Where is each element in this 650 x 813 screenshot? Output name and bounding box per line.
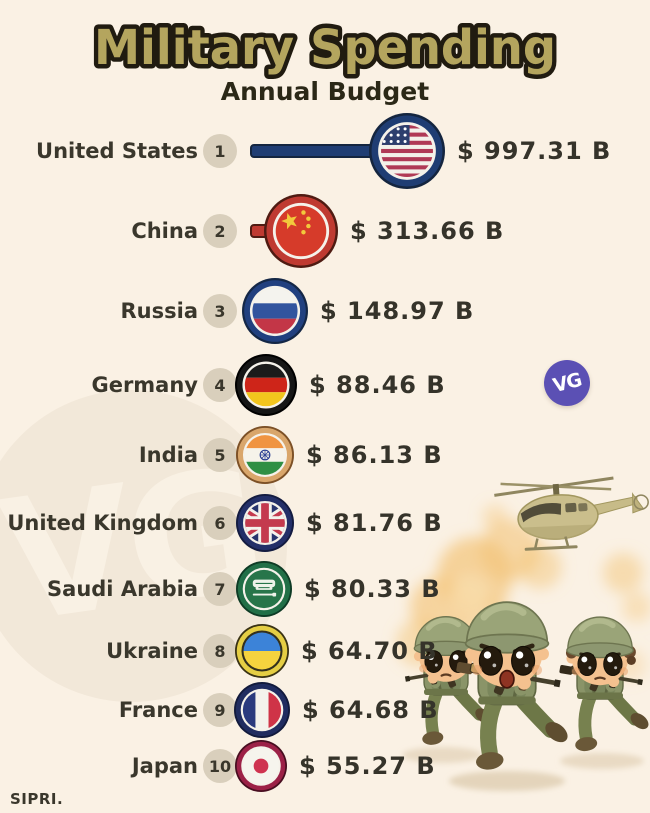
vg-logo-badge: VG — [544, 360, 590, 406]
source-credit: SIPRI. — [10, 790, 64, 808]
soldiers-illustration — [396, 476, 650, 791]
flag-uk-icon — [236, 494, 294, 552]
country-label: China — [131, 219, 198, 243]
country-label: United States — [36, 139, 198, 163]
flag-india-icon — [236, 426, 294, 484]
country-label: Russia — [120, 299, 199, 323]
rank-badge: 1 — [203, 134, 237, 168]
rank-badge: 3 — [203, 294, 237, 328]
amount-label: $ 55.27 B — [299, 752, 436, 780]
rank-badge: 4 — [203, 368, 237, 402]
flag-ukraine-icon — [235, 624, 289, 678]
flag-japan-icon — [235, 740, 287, 792]
rank-badge: 9 — [203, 693, 237, 727]
country-label: Japan — [131, 754, 198, 778]
flag-france-icon — [234, 682, 290, 738]
page-subtitle: Annual Budget — [221, 77, 429, 106]
country-label: Ukraine — [106, 639, 198, 663]
vg-logo-text: VG — [550, 368, 584, 398]
flag-china-icon — [264, 194, 338, 268]
amount-label: $ 997.31 B — [457, 137, 612, 165]
rank-badge: 8 — [203, 634, 237, 668]
amount-label: $ 64.68 B — [302, 696, 439, 724]
country-label: Germany — [91, 373, 198, 397]
amount-label: $ 81.76 B — [306, 509, 443, 537]
amount-label: $ 80.33 B — [304, 575, 441, 603]
soldiers-group — [404, 601, 649, 770]
amount-label: $ 148.97 B — [320, 297, 475, 325]
rank-badge: 2 — [203, 214, 237, 248]
rank-badge: 10 — [203, 749, 237, 783]
page-title: Military Spending — [94, 20, 556, 76]
flag-germany-icon — [235, 354, 297, 416]
amount-label: $ 86.13 B — [306, 441, 443, 469]
country-label: France — [118, 698, 198, 722]
amount-label: $ 313.66 B — [350, 217, 505, 245]
rank-badge: 5 — [203, 438, 237, 472]
ground-shadow — [402, 747, 644, 791]
amount-label: $ 64.70 B — [301, 637, 438, 665]
flag-saudi-icon — [236, 561, 292, 617]
flag-russia-icon — [242, 278, 308, 344]
country-label: United Kingdom — [7, 511, 198, 535]
header: Military Spending Annual Budget — [90, 16, 561, 107]
country-label: Saudi Arabia — [47, 577, 198, 601]
country-label: India — [138, 443, 198, 467]
rank-badge: 7 — [203, 572, 237, 606]
helicopter-icon — [494, 476, 649, 551]
rank-badge: 6 — [203, 506, 237, 540]
amount-label: $ 88.46 B — [309, 371, 446, 399]
flag-us-icon — [369, 113, 445, 189]
